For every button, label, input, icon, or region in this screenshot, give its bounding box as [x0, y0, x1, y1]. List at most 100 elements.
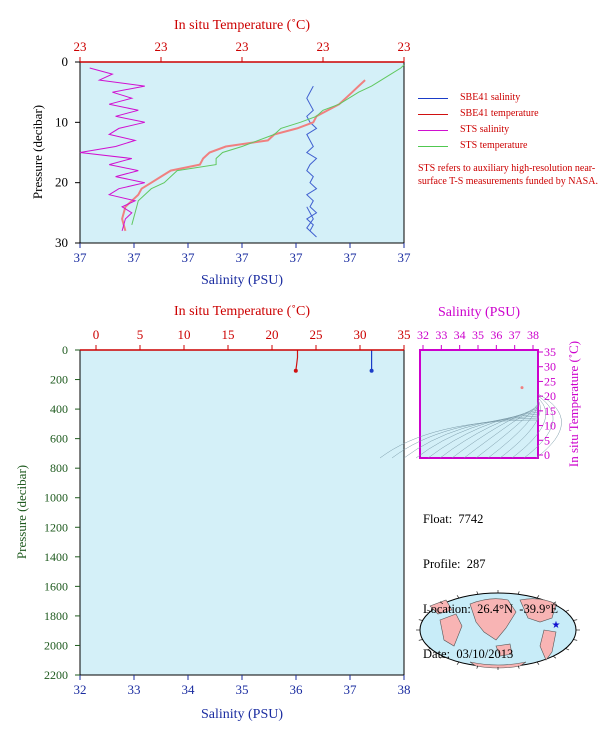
legend-swatch [418, 97, 448, 99]
top-pressure-tick-label: 0 [62, 54, 69, 69]
map-border-tick [565, 609, 570, 612]
top-temp-axis-title: In situ Temperature (˚C) [174, 18, 310, 33]
legend-label: STS temperature [460, 140, 528, 151]
legend-item: SBE41 salinity [418, 90, 539, 106]
map-border-tick [456, 661, 460, 665]
location-map: ★ [416, 590, 580, 670]
bottom-pressure-tick-label: 1800 [44, 609, 68, 623]
bottom-temp-tick-label: 25 [310, 327, 323, 342]
top-sal-tick-label: 37 [290, 250, 304, 265]
legend-label: STS salinity [460, 124, 510, 135]
ts-plot-area [419, 349, 539, 459]
bottom-pressure-ticks: 0 200 400 600 800 1000 1200 1400 1600 1800 2000 220… [44, 343, 80, 682]
top-chart: 23 23 23 23 23 In situ Temperature (˚C) 37 37… [30, 18, 411, 288]
top-temp-tick-label: 23 [317, 39, 330, 54]
ts-density-contour [475, 403, 539, 459]
ts-sal-tick-label: 38 [527, 328, 539, 342]
bottom-series-group [293, 350, 374, 373]
ts-temp-tick-label: 20 [544, 389, 556, 403]
map-border-tick [552, 601, 557, 605]
ts-density-contour [499, 399, 541, 459]
bottom-sal-tick-label: 38 [398, 682, 411, 697]
map-border-tick [418, 619, 423, 621]
bottom-chart: 0 5 10 15 20 25 30 35 In situ Temperature (˚C) … [14, 304, 411, 722]
bottom-series-sbe41-temperature [295, 350, 299, 371]
top-sal-axis-title: Salinity (PSU) [201, 273, 283, 288]
bottom-sal-axis-title: Salinity (PSU) [201, 707, 283, 722]
float-location-star-icon: ★ [552, 620, 561, 631]
legend-swatch [418, 113, 448, 115]
map-border-tick [439, 601, 444, 605]
map-border-tick [573, 639, 578, 641]
bottom-pressure-tick-label: 400 [50, 402, 68, 416]
ts-chart: 32 33 34 35 36 37 38 Salinity (PSU) 0510152025… [379, 305, 581, 467]
ts-density-contour [463, 405, 539, 459]
ts-sal-axis-title: Salinity (PSU) [438, 305, 520, 320]
bottom-series-end-marker [293, 368, 298, 373]
ts-point [520, 386, 524, 390]
bottom-pressure-axis-title: Pressure (decibar) [14, 465, 29, 559]
ts-temp-tick-label: 25 [544, 374, 556, 388]
map-border-tick [517, 665, 520, 669]
ts-sal-tick-label: 32 [417, 328, 429, 342]
bottom-temp-tick-label: 30 [354, 327, 367, 342]
map-land-south-america [539, 629, 557, 661]
bottom-pressure-tick-label: 1200 [44, 520, 68, 534]
bottom-pressure-tick-label: 2200 [44, 668, 68, 682]
legend-item: STS temperature [418, 138, 539, 154]
top-sal-tick-label: 37 [236, 250, 250, 265]
bottom-temp-ticks: 0 5 10 15 20 25 30 35 [93, 327, 411, 350]
legend-item: STS salinity [418, 122, 539, 138]
map-border-tick [536, 595, 540, 599]
bottom-pressure-tick-label: 800 [50, 461, 68, 475]
ts-temp-axis-title: In situ Temperature (˚C) [566, 341, 581, 467]
map-border-tick [565, 648, 570, 651]
bottom-temp-tick-label: 15 [222, 327, 235, 342]
ts-temp-tick-label: 30 [544, 360, 556, 374]
date: Date: 03/10/2013 [423, 647, 514, 661]
ts-density-contour [487, 401, 539, 459]
map-border-tick [476, 591, 479, 595]
bottom-sal-tick-label: 37 [344, 682, 358, 697]
map-border-tick [573, 619, 578, 621]
top-series-sts-temperature [131, 64, 405, 226]
ts-density-contour [535, 393, 562, 459]
top-series-sbe41-temperature [121, 79, 366, 232]
ts-density-contour [511, 397, 546, 459]
map-land-asia [469, 598, 517, 641]
bottom-temp-tick-label: 20 [266, 327, 279, 342]
bottom-temp-tick-label: 10 [178, 327, 191, 342]
top-temp-tick-label: 23 [398, 39, 411, 54]
sts-note: STS refers to auxiliary high-resolution … [418, 163, 598, 187]
ts-density-contours [379, 393, 562, 459]
map-land-antarctica [469, 661, 527, 669]
ts-sal-tick-label: 34 [454, 328, 466, 342]
top-temp-tick-label: 23 [155, 39, 168, 54]
map-border-tick [517, 591, 520, 595]
bottom-pressure-tick-label: 200 [50, 373, 68, 387]
ts-density-contour [403, 415, 539, 459]
top-pressure-ticks: 0 10 20 30 [55, 54, 80, 250]
map-border-tick [426, 609, 431, 612]
bottom-pressure-tick-label: 1600 [44, 579, 68, 593]
top-pressure-tick-label: 30 [55, 235, 68, 250]
profile-number: Profile: 287 [423, 557, 486, 571]
ts-temp-tick-label: 0 [544, 448, 550, 462]
bottom-sal-tick-label: 34 [182, 682, 196, 697]
bottom-plot-area [79, 349, 405, 676]
bottom-temp-tick-label: 35 [398, 327, 411, 342]
top-series-sbe41-salinity [305, 85, 318, 238]
ts-temp-tick-label: 5 [544, 433, 550, 447]
float-id: Float: 7742 [423, 512, 484, 526]
ts-sal-tick-label: 33 [435, 328, 447, 342]
ts-sal-tick-label: 37 [509, 328, 521, 342]
bottom-pressure-tick-label: 0 [62, 343, 68, 357]
ts-points [520, 386, 524, 390]
ts-sal-tick-label: 36 [490, 328, 502, 342]
bottom-temp-tick-label: 0 [93, 327, 100, 342]
top-sal-tick-label: 37 [128, 250, 142, 265]
bottom-sal-tick-label: 36 [290, 682, 304, 697]
ts-temp-tick-label: 35 [544, 345, 556, 359]
